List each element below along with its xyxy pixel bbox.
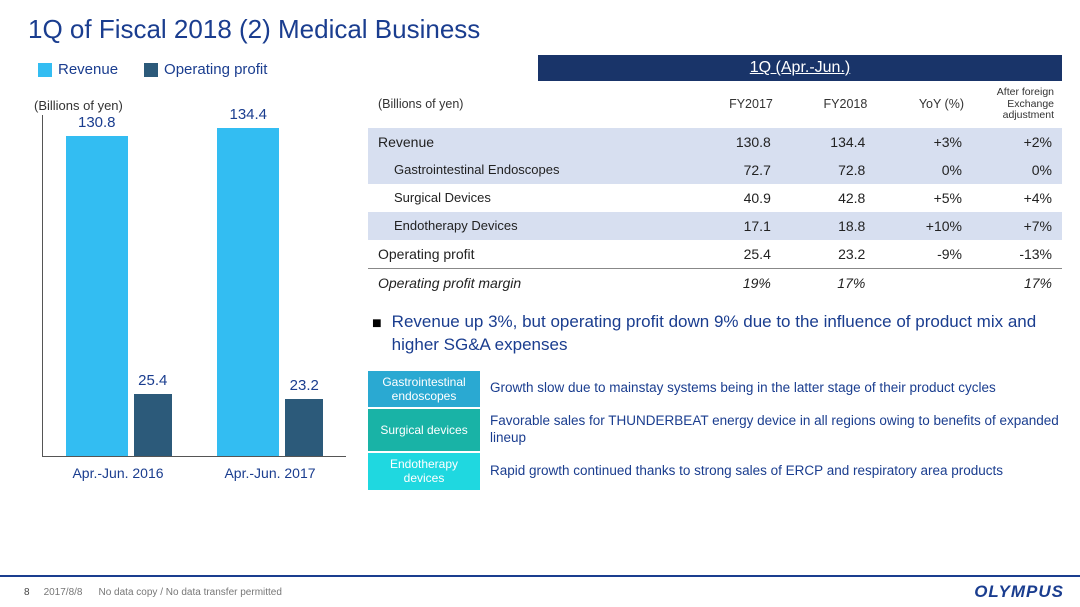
table-col-header: YoY (%) bbox=[875, 81, 972, 128]
table-row: Revenue130.8134.4+3%+2% bbox=[368, 128, 1062, 156]
table-row: Operating profit margin19%17%17% bbox=[368, 268, 1062, 297]
cell: -13% bbox=[972, 240, 1062, 269]
legend-revenue: Revenue bbox=[38, 61, 118, 78]
footer: 8 2017/8/8 No data copy / No data transf… bbox=[0, 575, 1080, 607]
table-row: Operating profit25.423.2-9%-13% bbox=[368, 240, 1062, 269]
chart-plot: 130.825.4134.423.2 bbox=[42, 115, 346, 457]
table-col-header: After foreign Exchange adjustment bbox=[972, 81, 1062, 128]
bar-revenue: 130.8 bbox=[66, 136, 128, 456]
bar-group: 130.825.4 bbox=[43, 136, 195, 456]
bar-label: 25.4 bbox=[138, 372, 167, 389]
note-tag: Surgical devices bbox=[368, 409, 480, 451]
bar-chart: Revenue Operating profit (Billions of ye… bbox=[28, 55, 368, 492]
cell: 134.4 bbox=[781, 128, 875, 156]
bar-revenue: 134.4 bbox=[217, 128, 279, 456]
note-text: Growth slow due to mainstay systems bein… bbox=[480, 371, 1062, 408]
bullet-icon: ■ bbox=[372, 311, 382, 335]
bar-label: 134.4 bbox=[229, 106, 267, 123]
cell: +2% bbox=[972, 128, 1062, 156]
row-label: Operating profit bbox=[368, 240, 686, 269]
data-table: (Billions of yen)FY2017FY2018YoY (%)Afte… bbox=[368, 81, 1062, 297]
row-label: Surgical Devices bbox=[368, 184, 686, 212]
note-row: Endotherapy devicesRapid growth continue… bbox=[368, 453, 1062, 490]
cell: 17.1 bbox=[686, 212, 780, 240]
page-title: 1Q of Fiscal 2018 (2) Medical Business bbox=[0, 0, 1080, 55]
cell: 40.9 bbox=[686, 184, 780, 212]
cell: 18.8 bbox=[781, 212, 875, 240]
bar-profit: 25.4 bbox=[134, 394, 172, 456]
table-col-header: FY2018 bbox=[781, 81, 875, 128]
cell: 23.2 bbox=[781, 240, 875, 269]
cell: 72.7 bbox=[686, 156, 780, 184]
summary-text: Revenue up 3%, but operating profit down… bbox=[392, 311, 1058, 357]
cell: 25.4 bbox=[686, 240, 780, 269]
cell: +4% bbox=[972, 184, 1062, 212]
note-tag: Gastrointestinal endoscopes bbox=[368, 371, 480, 408]
cell: +7% bbox=[972, 212, 1062, 240]
legend-profit: Operating profit bbox=[144, 61, 267, 78]
cell: 19% bbox=[686, 268, 780, 297]
cell: 42.8 bbox=[781, 184, 875, 212]
summary-bullet: ■ Revenue up 3%, but operating profit do… bbox=[368, 297, 1062, 365]
note-row: Gastrointestinal endoscopesGrowth slow d… bbox=[368, 371, 1062, 408]
bar-group: 134.423.2 bbox=[195, 128, 347, 456]
footer-date: 2017/8/8 bbox=[44, 587, 83, 598]
row-label: Endotherapy Devices bbox=[368, 212, 686, 240]
table-row: Gastrointestinal Endoscopes72.772.80%0% bbox=[368, 156, 1062, 184]
note-text: Favorable sales for THUNDERBEAT energy d… bbox=[480, 409, 1062, 451]
content-area: Revenue Operating profit (Billions of ye… bbox=[0, 55, 1080, 492]
legend-label-revenue: Revenue bbox=[58, 61, 118, 78]
cell: 17% bbox=[781, 268, 875, 297]
note-row: Surgical devicesFavorable sales for THUN… bbox=[368, 409, 1062, 451]
chart-xlabels: Apr.-Jun. 2016Apr.-Jun. 2017 bbox=[42, 457, 346, 481]
row-label: Gastrointestinal Endoscopes bbox=[368, 156, 686, 184]
cell: +10% bbox=[875, 212, 972, 240]
right-panel: 1Q (Apr.-Jun.) (Billions of yen)FY2017FY… bbox=[368, 55, 1062, 492]
table-row: Surgical Devices40.942.8+5%+4% bbox=[368, 184, 1062, 212]
cell: 72.8 bbox=[781, 156, 875, 184]
cell: -9% bbox=[875, 240, 972, 269]
footer-page: 8 bbox=[24, 587, 30, 598]
xlabel: Apr.-Jun. 2016 bbox=[42, 457, 194, 481]
legend-label-profit: Operating profit bbox=[164, 61, 267, 78]
cell: +3% bbox=[875, 128, 972, 156]
bar-profit: 23.2 bbox=[285, 399, 323, 456]
legend-swatch-revenue bbox=[38, 63, 52, 77]
table-banner: 1Q (Apr.-Jun.) bbox=[538, 55, 1062, 81]
cell: +5% bbox=[875, 184, 972, 212]
bar-label: 130.8 bbox=[78, 114, 116, 131]
chart-unit: (Billions of yen) bbox=[28, 84, 368, 115]
chart-legend: Revenue Operating profit bbox=[28, 55, 368, 84]
note-tag: Endotherapy devices bbox=[368, 453, 480, 490]
table-row: Endotherapy Devices17.118.8+10%+7% bbox=[368, 212, 1062, 240]
note-text: Rapid growth continued thanks to strong … bbox=[480, 453, 1062, 490]
cell bbox=[875, 268, 972, 297]
table-col-header: FY2017 bbox=[686, 81, 780, 128]
cell: 130.8 bbox=[686, 128, 780, 156]
cell: 0% bbox=[875, 156, 972, 184]
cell: 0% bbox=[972, 156, 1062, 184]
row-label: Operating profit margin bbox=[368, 268, 686, 297]
row-label: Revenue bbox=[368, 128, 686, 156]
table-unit: (Billions of yen) bbox=[368, 81, 686, 128]
legend-swatch-profit bbox=[144, 63, 158, 77]
segment-notes: Gastrointestinal endoscopesGrowth slow d… bbox=[368, 371, 1062, 490]
footer-logo: OLYMPUS bbox=[974, 582, 1064, 602]
xlabel: Apr.-Jun. 2017 bbox=[194, 457, 346, 481]
footer-note: No data copy / No data transfer permitte… bbox=[99, 587, 282, 598]
bar-label: 23.2 bbox=[290, 377, 319, 394]
cell: 17% bbox=[972, 268, 1062, 297]
data-table-wrap: 1Q (Apr.-Jun.) (Billions of yen)FY2017FY… bbox=[368, 55, 1062, 297]
